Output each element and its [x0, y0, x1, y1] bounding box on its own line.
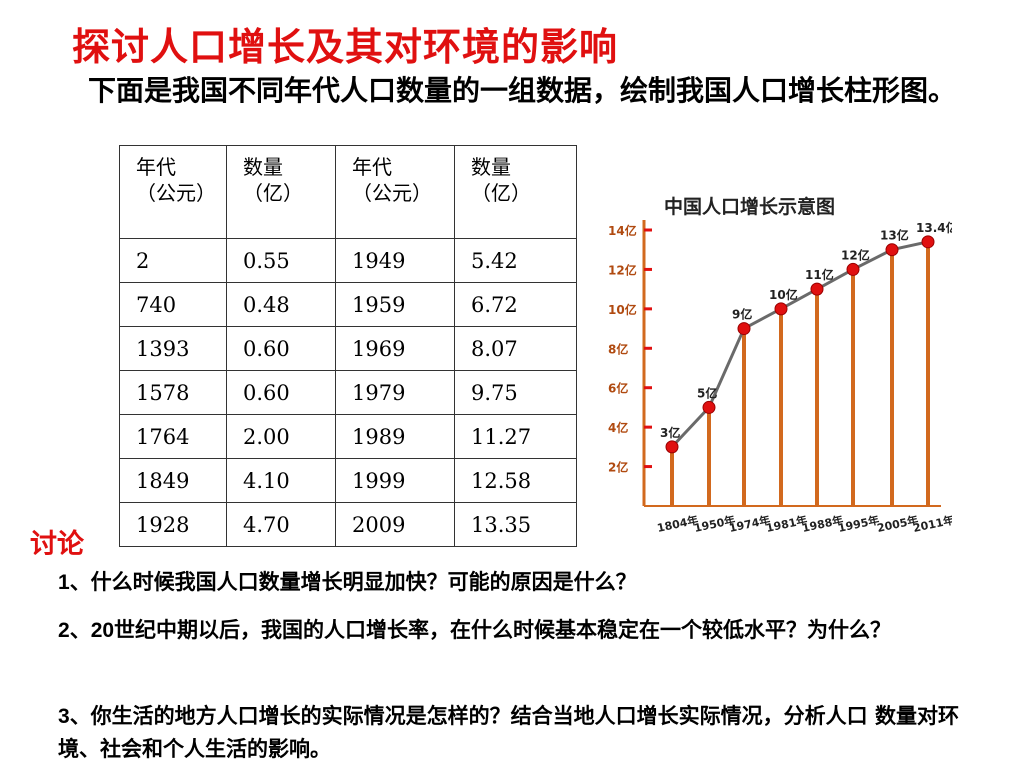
- table-cell: 4.10: [226, 458, 336, 503]
- table-cell: 1928: [119, 502, 227, 547]
- question-text: 、你生活的地方人口增长的实际情况是怎样的？结合当地人口增长实际情况，分析人口 数…: [58, 704, 959, 761]
- series-line: [670, 240, 929, 448]
- table-cell: 1764: [119, 414, 227, 459]
- question-3: 3、你生活的地方人口增长的实际情况是怎样的？结合当地人口增长实际情况，分析人口 …: [58, 700, 998, 765]
- data-point: [774, 302, 788, 316]
- table-cell: 1393: [119, 326, 227, 371]
- table-cell: 4.70: [226, 502, 336, 547]
- table-cell: 8.07: [454, 326, 577, 371]
- data-point: [846, 262, 860, 276]
- table-row: 1849 4.10 1999 12.58: [119, 458, 577, 503]
- data-label: 13亿: [880, 228, 909, 243]
- table-row: 1578 0.60 1979 9.75: [119, 370, 577, 415]
- data-label: 12亿: [841, 247, 870, 262]
- discussion-label: 讨论: [30, 529, 84, 560]
- question-number: 2: [58, 619, 70, 642]
- data-label: 5亿: [697, 385, 717, 400]
- table-cell: 1949: [335, 238, 455, 283]
- question-number: 3: [58, 705, 70, 728]
- table-cell: 0.60: [226, 370, 336, 415]
- table-cell: 13.35: [454, 502, 577, 547]
- table-header-cell: 年代 （公元）: [119, 145, 227, 239]
- table-row: 2 0.55 1949 5.42: [119, 238, 577, 283]
- table-cell: 1849: [119, 458, 227, 503]
- data-point: [810, 282, 824, 296]
- table-cell: 5.42: [454, 238, 577, 283]
- table-cell: 0.60: [226, 326, 336, 371]
- data-label: 13.4亿: [916, 220, 952, 235]
- chart-title: 中国人口增长示意图: [664, 195, 835, 218]
- table-cell: 1578: [119, 370, 227, 415]
- table-cell: 2009: [335, 502, 455, 547]
- table-cell: 0.48: [226, 282, 336, 327]
- data-point: [737, 322, 751, 336]
- table-cell: 9.75: [454, 370, 577, 415]
- y-tick-label: 12亿: [608, 262, 637, 277]
- y-tick-label: 4亿: [608, 420, 628, 435]
- question-text: 、什么时候我国人口数量增长明显加快？可能的原因是什么？: [69, 570, 637, 594]
- intro-text: 下面是我国不同年代人口数量的一组数据，绘制我国人口增长柱形图。: [88, 74, 957, 107]
- table-cell: 1989: [335, 414, 455, 459]
- y-tick-label: 10亿: [608, 302, 637, 317]
- data-point: [921, 235, 935, 249]
- table-cell: 2: [119, 238, 227, 283]
- table-cell: 6.72: [454, 282, 577, 327]
- table-cell: 12.58: [454, 458, 577, 503]
- table-cell: 0.55: [226, 238, 336, 283]
- question-text: 、: [69, 618, 91, 642]
- table-header-row: 年代 （公元） 数量 （亿） 年代 （公元） 数量 （亿）: [119, 145, 577, 239]
- question-bold-number: 20: [90, 619, 115, 642]
- y-tick-label: 6亿: [608, 381, 628, 396]
- table-cell: 740: [119, 282, 227, 327]
- data-point: [665, 440, 679, 454]
- data-label: 9亿: [732, 307, 752, 322]
- table-row: 1764 2.00 1989 11.27: [119, 414, 577, 459]
- y-tick-label: 2亿: [608, 460, 628, 475]
- table-cell: 1959: [335, 282, 455, 327]
- table-row: 1393 0.60 1969 8.07: [119, 326, 577, 371]
- data-point: [702, 400, 716, 414]
- page-title: 探讨人口增长及其对环境的影响: [72, 24, 619, 69]
- population-growth-chart: 中国人口增长示意图 2亿 4亿 6亿 8亿 10亿 12亿 14亿 3亿 5亿 9亿 10亿 11亿 1…: [608, 195, 952, 535]
- table-header-cell: 数量 （亿）: [226, 145, 336, 239]
- data-label: 3亿: [660, 425, 680, 440]
- table-cell: 2.00: [226, 414, 336, 459]
- data-label: 11亿: [805, 267, 834, 282]
- table-header-cell: 数量 （亿）: [454, 145, 577, 239]
- y-tick-label: 8亿: [608, 341, 628, 356]
- question-text-continued: 世纪中期以后，我国的人口增长率，在什么时候基本稳定在一个较低水平？为什么？: [114, 618, 892, 642]
- x-tick-label: 1995年: [837, 513, 881, 535]
- table-row: 740 0.48 1959 6.72: [119, 282, 577, 327]
- data-point: [885, 243, 899, 257]
- question-number: 1: [58, 571, 70, 594]
- x-tick-label: 2011年: [912, 513, 952, 535]
- table-header-cell: 年代 （公元）: [335, 145, 455, 239]
- table-cell: 1969: [335, 326, 455, 371]
- table-row: 1928 4.70 2009 13.35: [119, 502, 577, 547]
- table-cell: 11.27: [454, 414, 577, 459]
- population-table: 年代 （公元） 数量 （亿） 年代 （公元） 数量 （亿） 2 0.55 1949 5.…: [119, 145, 577, 547]
- table-cell: 1999: [335, 458, 455, 503]
- table-cell: 1979: [335, 370, 455, 415]
- y-tick-label: 14亿: [608, 223, 637, 238]
- question-2: 2、20世纪中期以后，我国的人口增长率，在什么时候基本稳定在一个较低水平？为什么…: [58, 614, 998, 647]
- data-label: 10亿: [769, 287, 798, 302]
- question-1: 1、什么时候我国人口数量增长明显加快？可能的原因是什么？: [58, 566, 998, 599]
